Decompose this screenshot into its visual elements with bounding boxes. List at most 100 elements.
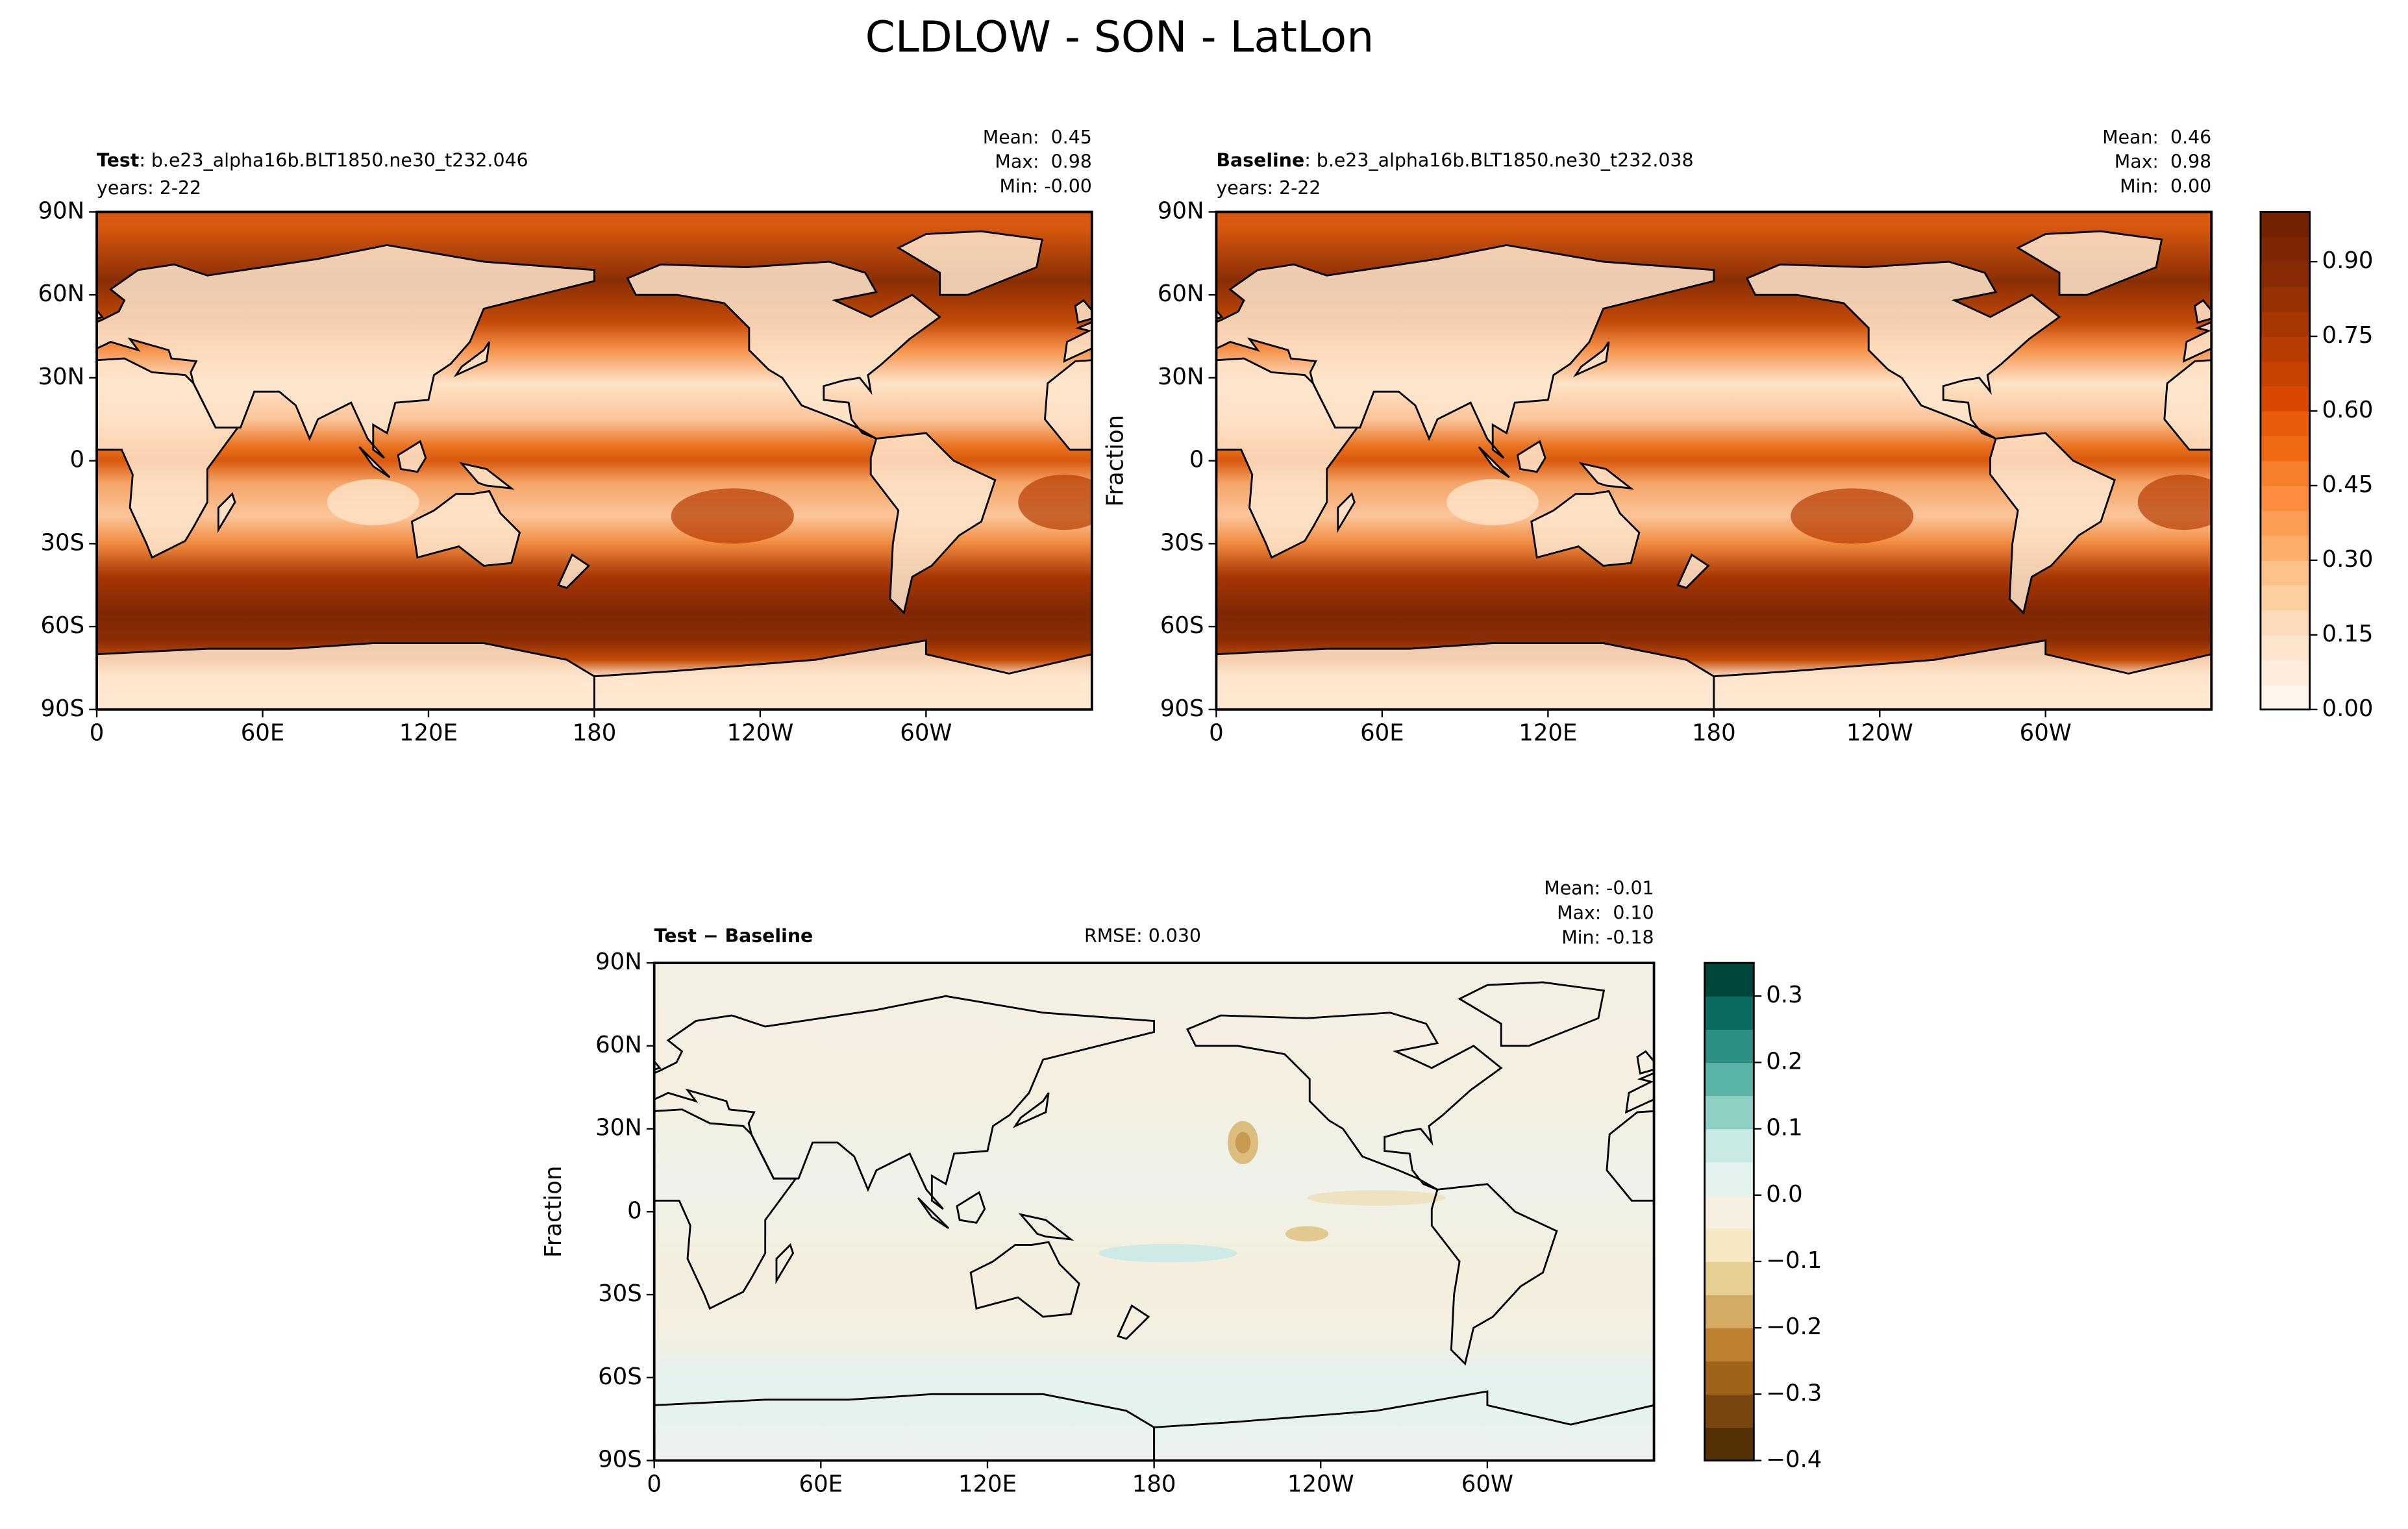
figure-title: CLDLOW - SON - LatLon	[865, 12, 1374, 62]
panel-title-name: Baseline	[1216, 149, 1304, 171]
y-tick-label: 90N	[38, 197, 84, 224]
colorbar-tick-label: 0.00	[2322, 695, 2374, 722]
x-tick-label: 120E	[1519, 720, 1577, 747]
colorbar-band	[1704, 1195, 1754, 1229]
coastline	[775, 1243, 795, 1284]
coastline	[1012, 1092, 1050, 1128]
field-shading	[1018, 474, 1092, 530]
panel-subtitle: : b.e23_alpha16b.BLT1850.ne30_t232.046	[139, 149, 528, 171]
field-shading	[1235, 1132, 1251, 1154]
panel-years: years: 2-22	[97, 177, 201, 199]
coastline	[2182, 321, 2212, 363]
y-tick-label: 90N	[595, 949, 642, 975]
y-tick-label: 30N	[38, 364, 84, 390]
coastline	[1530, 490, 1641, 567]
y-tick-label: 60N	[595, 1032, 642, 1058]
panel-stat: Max: 0.10	[1557, 902, 1654, 923]
panel-subtitle: : b.e23_alpha16b.BLT1850.ne30_t232.038	[1304, 149, 1693, 171]
colorbar-band	[2260, 212, 2310, 238]
x-tick-label: 120E	[399, 720, 458, 747]
x-tick-label: 180	[1692, 720, 1736, 747]
coastline	[869, 432, 997, 615]
y-axis-label: Fraction	[1102, 415, 1129, 507]
panel-stat: Min: 0.00	[2120, 176, 2211, 197]
coastline	[2163, 359, 2212, 451]
colorbar-band	[1704, 1162, 1754, 1196]
y-tick-label: 60N	[1158, 280, 1204, 307]
coastline	[626, 260, 941, 440]
coastline	[97, 357, 240, 559]
colorbar-band	[2260, 336, 2310, 362]
colorbar-tick-label: 0.60	[2322, 397, 2374, 423]
coastline	[917, 1197, 950, 1230]
coastline	[1516, 440, 1546, 473]
colorbar-tick-label: 0.3	[1766, 982, 1802, 1008]
field-shading	[1446, 479, 1539, 525]
colorbar-band	[1704, 1095, 1754, 1130]
coastline	[1989, 432, 2116, 615]
coastline	[1216, 308, 1224, 320]
coastline	[453, 341, 491, 377]
x-tick-label: 60W	[2020, 720, 2072, 747]
coastline	[1458, 981, 1606, 1047]
coastline	[1478, 446, 1510, 479]
coastline	[1713, 639, 2212, 710]
coastline	[1572, 341, 1610, 377]
colorbar-tick-label: 0.30	[2322, 546, 2374, 573]
colorbar-frame	[1704, 962, 1755, 1461]
x-tick-label: 180	[573, 720, 617, 747]
map-area	[97, 212, 1092, 710]
x-tick-label: 120W	[727, 720, 794, 747]
coastline	[654, 1108, 798, 1310]
colorbar-band	[1704, 996, 1754, 1030]
panel-stat: Min: -0.00	[999, 176, 1091, 197]
coastline	[1153, 1390, 1654, 1461]
colorbar-band	[1704, 1394, 1754, 1428]
coastline	[1676, 553, 1710, 590]
y-tick-label: 90S	[40, 695, 84, 722]
y-tick-label: 30S	[1160, 529, 1204, 556]
colorbar-tick-label: 0.90	[2322, 247, 2374, 274]
coastline	[593, 639, 1092, 710]
x-tick-label: 120W	[1846, 720, 1913, 747]
field-shading	[671, 488, 794, 544]
colorbar-band	[2260, 535, 2310, 561]
colorbar-band	[2260, 610, 2310, 636]
coastline	[397, 440, 427, 473]
colorbar-tick-label: −0.3	[1766, 1380, 1822, 1406]
panel-title: Test: b.e23_alpha16b.BLT1850.ne30_t232.0…	[97, 149, 528, 171]
colorbar-band	[2260, 585, 2310, 611]
coastline	[97, 244, 595, 459]
coastline	[1063, 321, 1092, 363]
field-shading	[327, 479, 419, 525]
coastline	[1216, 244, 1715, 459]
field-shading	[654, 963, 1654, 1461]
colorbar-band	[2260, 510, 2310, 536]
colorbar-band	[2260, 236, 2310, 262]
colorbar-band	[1704, 1361, 1754, 1395]
colorbar-band	[2260, 460, 2310, 486]
coastline	[358, 446, 391, 479]
colorbar-band	[2260, 560, 2310, 586]
coastline	[896, 230, 1043, 296]
map-area	[654, 963, 1654, 1461]
y-tick-label: 30N	[1158, 364, 1204, 390]
coastline	[1018, 1213, 1074, 1241]
panel-title: Test − Baseline	[654, 925, 813, 947]
coastline	[1186, 1012, 1503, 1191]
y-axis-label: Fraction	[540, 1166, 567, 1258]
colorbar-tick-label: 0.45	[2322, 471, 2374, 498]
x-tick-label: 0	[647, 1471, 662, 1497]
y-tick-label: 30S	[598, 1280, 642, 1307]
panel-title-name: Test	[97, 149, 139, 171]
colorbar-band	[2260, 386, 2310, 412]
coastline	[459, 462, 515, 490]
y-tick-label: 60S	[1160, 612, 1204, 639]
colorbar-band	[2260, 361, 2310, 387]
x-tick-label: 60W	[900, 720, 952, 747]
field-shading	[2137, 474, 2212, 530]
x-tick-label: 0	[1209, 720, 1224, 747]
y-tick-label: 90N	[1158, 197, 1204, 224]
colorbar-band	[2260, 634, 2310, 660]
